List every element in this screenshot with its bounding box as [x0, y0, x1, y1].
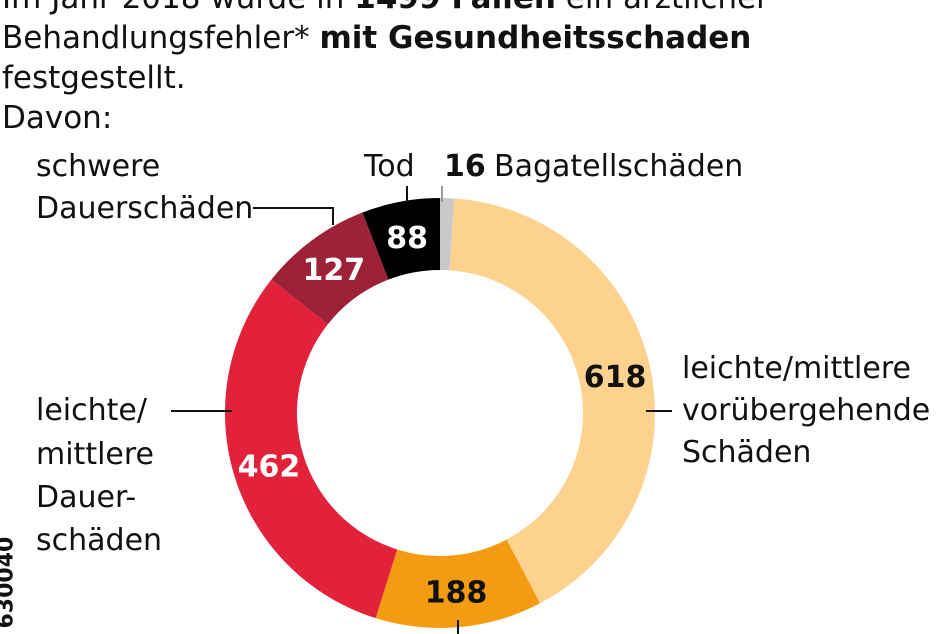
- intro-total-cases: 1499 Fällen: [354, 0, 556, 16]
- intro-text: Im Jahr 2018 wurde in 1499 Fällen ein är…: [2, 0, 942, 138]
- intro-line-2: Behandlungsfehler* mit Gesundheitsschade…: [2, 18, 942, 98]
- donut-slices: [225, 198, 655, 628]
- label-dauer-line4: schäden: [36, 523, 163, 558]
- slice-values: 618 188 462 127 88: [238, 221, 647, 610]
- label-bagatell: Bagatellschäden: [494, 149, 744, 184]
- donut-slice-3: [225, 279, 398, 619]
- intro-text-part: ein ärztlicher: [556, 0, 769, 16]
- donut-slice-0: [440, 198, 455, 271]
- label-vorueber-line2: vorübergehende: [682, 393, 931, 428]
- leader-line-schwere: [253, 207, 334, 225]
- donut-slice-2: [375, 539, 541, 628]
- donut-slice-4: [271, 212, 389, 325]
- label-schwere-line1: schwere: [36, 149, 161, 184]
- donut-slice-5: [362, 198, 440, 280]
- intro-emphasis: mit Gesundheitsschaden: [319, 20, 752, 56]
- label-dauer-line1: leichte/: [36, 393, 147, 428]
- intro-text-part: Im Jahr 2018 wurde in: [2, 0, 354, 16]
- intro-line-1: Im Jahr 2018 wurde in 1499 Fällen ein är…: [2, 0, 942, 18]
- donut-slice-1: [449, 198, 655, 604]
- slice-value-3: 462: [238, 450, 301, 485]
- label-dauer-line2: mittlere: [36, 437, 155, 472]
- label-tod: Tod: [364, 149, 415, 184]
- intro-text-part: Behandlungsfehler*: [2, 20, 320, 56]
- slice-value-2: 188: [425, 575, 488, 610]
- label-dauer-line3: Dauer-: [36, 480, 137, 515]
- slice-value-1: 618: [584, 360, 647, 395]
- label-vorueber-line1: leichte/mittlere: [682, 351, 911, 386]
- label-vorueber-line3: Schäden: [682, 435, 812, 470]
- label-bagatell-value: 16: [444, 149, 486, 184]
- intro-text-part: festgestellt.: [2, 60, 186, 96]
- label-schwere-line2: Dauerschäden: [36, 191, 254, 226]
- image-id-stamp: 630040: [0, 536, 19, 629]
- intro-line-3: Davon:: [2, 100, 113, 136]
- slice-value-4: 127: [303, 253, 366, 288]
- slice-value-5: 88: [386, 221, 428, 256]
- leader-lines: [171, 186, 672, 634]
